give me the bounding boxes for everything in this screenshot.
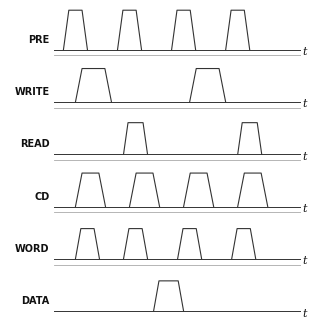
Text: t: t (302, 47, 307, 57)
Text: t: t (302, 256, 307, 266)
Text: PRE: PRE (28, 35, 50, 45)
Text: WORD: WORD (15, 244, 50, 254)
Text: t: t (302, 204, 307, 214)
Text: t: t (302, 308, 307, 318)
Text: READ: READ (20, 139, 50, 149)
Text: DATA: DATA (21, 296, 50, 306)
Text: WRITE: WRITE (14, 87, 50, 97)
Text: t: t (302, 100, 307, 109)
Text: t: t (302, 152, 307, 162)
Text: CD: CD (34, 192, 50, 202)
